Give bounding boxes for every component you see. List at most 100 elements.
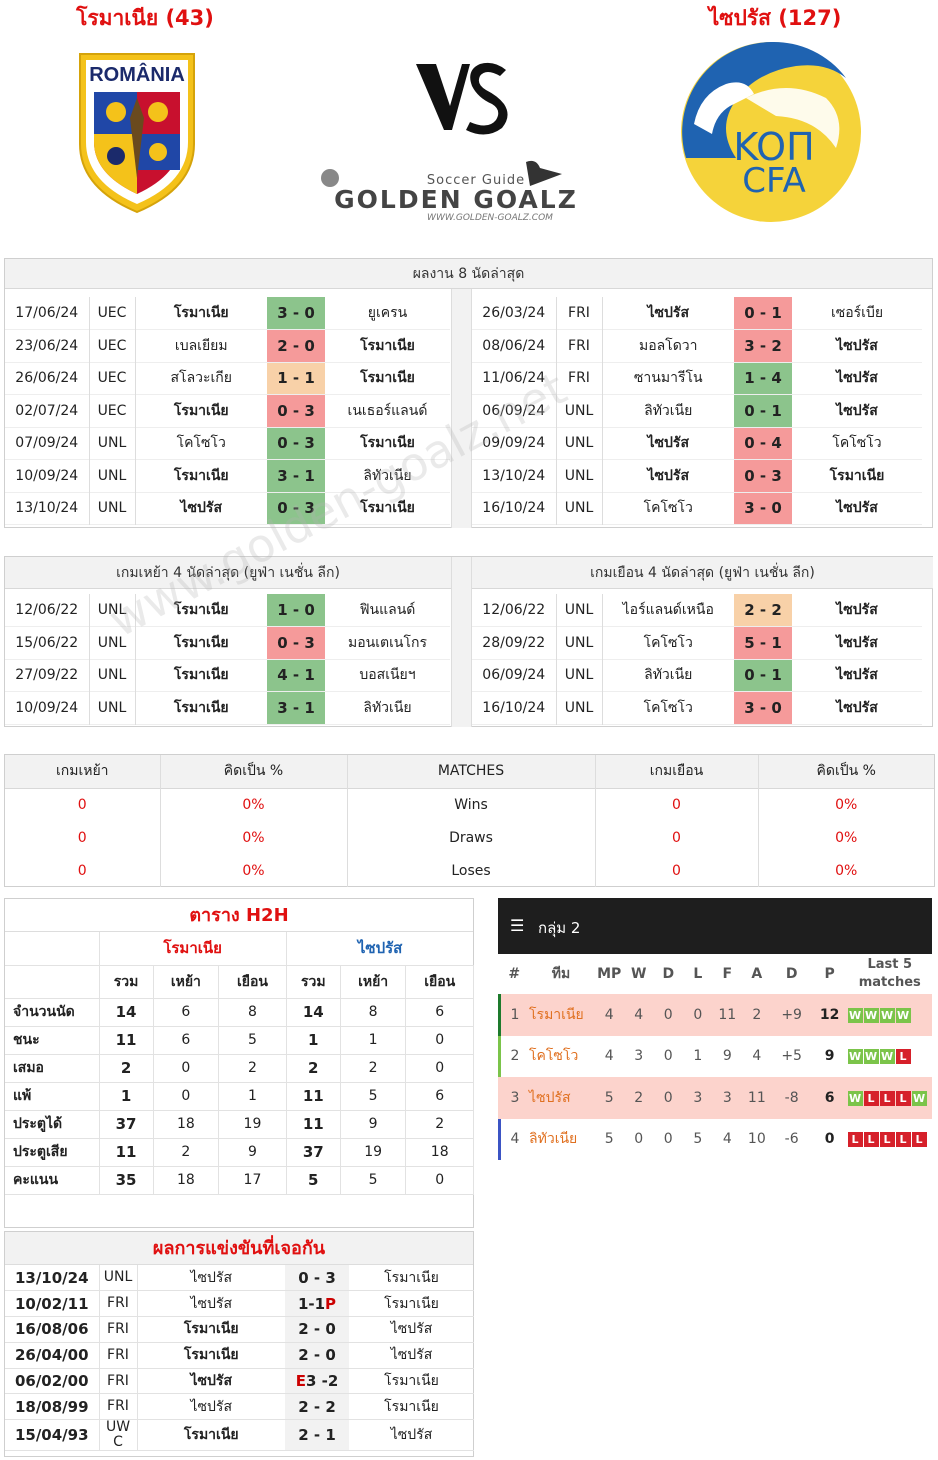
group-team[interactable]: ลิทัวเนีย xyxy=(529,1131,578,1148)
match-row[interactable]: 06/09/24 UNL ลิทัวเนีย 0 - 1 ไซปรัส xyxy=(472,659,922,692)
away-team: ไซปรัส xyxy=(836,699,878,716)
h2h-value: 11 xyxy=(286,1110,341,1139)
home-count: 0 xyxy=(5,788,161,821)
brand-url: WWW.GOLDEN-GOALZ.COM xyxy=(427,213,553,223)
match-row[interactable]: 27/09/22 UNL โรมาเนีย 4 - 1 บอสเนียฯ xyxy=(5,659,450,692)
match-date: 12/06/22 xyxy=(5,594,90,627)
match-date: 02/07/24 xyxy=(5,394,90,427)
group-mp: 4 xyxy=(604,1048,614,1065)
match-row[interactable]: 23/06/24 UEC เบลเยียม 2 - 0 โรมาเนีย xyxy=(5,329,450,362)
match-score: 3 - 1 xyxy=(267,459,325,492)
group-row[interactable]: 1 โรมาเนีย 4 4 0 0 11 2 +9 12 W W W W xyxy=(498,994,932,1036)
away-pct: 0% xyxy=(835,862,858,879)
last4-home-title: เกมเหย้า 4 นัดล่าสุด (ยูฟ่า เนชั่น ลีก) xyxy=(5,557,451,589)
group-w: 4 xyxy=(634,1006,644,1023)
group-col-header: Last 5 matches xyxy=(858,957,921,990)
match-row[interactable]: 28/09/22 UNL โคโซโว 5 - 1 ไซปรัส xyxy=(472,626,922,659)
h2h-result-row[interactable]: 18/08/99 FRI ไซปรัส 2 - 2 โรมาเนีย xyxy=(5,1393,474,1421)
form-badge: L xyxy=(911,1132,927,1148)
match-score: 0 - 3 xyxy=(267,427,325,460)
group-col-header: P xyxy=(824,966,835,982)
away-team: ยูเครน xyxy=(367,305,408,321)
match-row[interactable]: 08/06/24 FRI มอลโดวา 3 - 2 ไซปรัส xyxy=(472,329,922,362)
home-team: ซานมารีโน xyxy=(633,370,703,387)
h2h-value: 37 xyxy=(286,1138,341,1167)
match-date: 10/09/24 xyxy=(5,459,90,492)
h2h-value: 14 xyxy=(286,998,341,1027)
group-team[interactable]: โคโซโว xyxy=(529,1048,579,1065)
home-count: 0 xyxy=(5,821,161,854)
h2h-value: 14 xyxy=(99,998,154,1027)
h2h-value: 6 xyxy=(153,1026,220,1055)
match-row[interactable]: 02/07/24 UEC โรมาเนีย 0 - 3 เนเธอร์แลนด์ xyxy=(5,394,450,427)
h2h-value: 11 xyxy=(99,1138,154,1167)
menu-icon[interactable]: ☰ xyxy=(510,916,525,935)
result-away-team: ไซปรัส xyxy=(349,1316,474,1343)
match-row[interactable]: 26/06/24 UEC สโลวะเกีย 1 - 1 โรมาเนีย xyxy=(5,362,450,395)
result-date: 16/08/06 xyxy=(5,1316,100,1343)
h2h-result-row[interactable]: 16/08/06 FRI โรมาเนีย 2 - 0 ไซปรัส xyxy=(5,1316,474,1343)
match-row[interactable]: 12/06/22 UNL โรมาเนีย 1 - 0 ฟินแลนด์ xyxy=(5,594,450,627)
group-f: 4 xyxy=(722,1131,732,1148)
h2h-result-row[interactable]: 10/02/11 FRI ไซปรัส 1-1P โรมาเนีย xyxy=(5,1290,474,1318)
away-pct: 0% xyxy=(835,829,858,846)
h2h-result-row[interactable]: 26/04/00 FRI โรมาเนีย 2 - 0 ไซปรัส xyxy=(5,1342,474,1369)
result-away-team: ไซปรัส xyxy=(349,1342,474,1369)
match-row[interactable]: 15/06/22 UNL โรมาเนีย 0 - 3 มอนเตเนโกร xyxy=(5,626,450,659)
away-team: ไซปรัส xyxy=(836,370,878,387)
summary-row: 0 0% Draws 0 0% xyxy=(5,821,934,854)
h2h-value: 9 xyxy=(340,1110,407,1139)
away-team: ไซปรัส xyxy=(836,337,878,354)
form-badge: W xyxy=(847,1090,863,1106)
last4-away-table: 12/06/22 UNL ไอร์แลนด์เหนือ 2 - 2 ไซปรัส 28/0… xyxy=(472,594,922,725)
form-badge: L xyxy=(863,1132,879,1148)
result-competition: FRI xyxy=(99,1393,138,1421)
match-row[interactable]: 06/09/24 UNL ลิทัวเนีย 0 - 1 ไซปรัส xyxy=(472,394,922,427)
group-row[interactable]: 3 ไซปรัส 5 2 0 3 3 11 -8 6 W L L L W xyxy=(498,1077,932,1119)
match-row[interactable]: 12/06/22 UNL ไอร์แลนด์เหนือ 2 - 2 ไซปรัส xyxy=(472,594,922,627)
match-date: 15/06/22 xyxy=(5,626,90,659)
brand-name: GOLDEN GOALZ xyxy=(334,185,578,214)
h2h-value: 35 xyxy=(99,1166,154,1195)
group-row[interactable]: 2 โคโซโว 4 3 0 1 9 4 +5 9 W W W L xyxy=(498,1035,932,1077)
match-row[interactable]: 10/09/24 UNL โรมาเนีย 3 - 1 ลิทัวเนีย xyxy=(5,691,450,724)
match-competition: FRI xyxy=(556,297,603,330)
h2h-result-row[interactable]: 06/02/00 FRI ไซปรัส E3 -2 โรมาเนีย xyxy=(5,1368,474,1395)
match-row[interactable]: 17/06/24 UEC โรมาเนีย 3 - 0 ยูเครน xyxy=(5,297,450,330)
group-mp: 5 xyxy=(604,1131,614,1148)
match-competition: UNL xyxy=(89,427,136,460)
match-row[interactable]: 07/09/24 UNL โคโซโว 0 - 3 โรมาเนีย xyxy=(5,427,450,460)
match-row[interactable]: 11/06/24 FRI ซานมารีโน 1 - 4 ไซปรัส xyxy=(472,362,922,395)
form-badge: L xyxy=(879,1090,895,1106)
group-f: 11 xyxy=(718,1006,737,1023)
match-row[interactable]: 09/09/24 UNL ไซปรัส 0 - 4 โคโซโว xyxy=(472,427,922,460)
home-pct: 0% xyxy=(160,788,348,821)
match-row[interactable]: 10/09/24 UNL โรมาเนีย 3 - 1 ลิทัวเนีย xyxy=(5,459,450,492)
match-score: 2 - 2 xyxy=(734,594,792,627)
h2h-row-label: จำนวนนัด xyxy=(5,998,100,1027)
match-row[interactable]: 16/10/24 UNL โคโซโว 3 - 0 ไซปรัส xyxy=(472,492,922,525)
summary-row: 0 0% Wins 0 0% xyxy=(5,788,934,821)
summary-label: Draws xyxy=(347,821,596,854)
result-score: E3 -2 xyxy=(285,1368,349,1395)
h2h-value: 19 xyxy=(218,1110,287,1139)
away-team: โรมาเนีย xyxy=(360,337,415,354)
group-team[interactable]: โรมาเนีย xyxy=(529,1006,584,1023)
match-date: 12/06/22 xyxy=(472,594,557,627)
match-score: 0 - 3 xyxy=(267,626,325,659)
match-date: 13/10/24 xyxy=(472,459,557,492)
h2h-result-row[interactable]: 15/04/93 UW C โรมาเนีย 2 - 1 ไซปรัส xyxy=(5,1419,474,1452)
score-prefix: E xyxy=(295,1372,306,1391)
match-row[interactable]: 13/10/24 UNL ไซปรัส 0 - 3 โรมาเนีย xyxy=(472,459,922,492)
match-row[interactable]: 13/10/24 UNL ไซปรัส 0 - 3 โรมาเนีย xyxy=(5,492,450,525)
match-row[interactable]: 26/03/24 FRI ไซปรัส 0 - 1 เซอร์เบีย xyxy=(472,297,922,330)
group-row[interactable]: 4 ลิทัวเนีย 5 0 0 5 4 10 -6 0 L L L L L xyxy=(498,1118,932,1160)
h2h-value: 5 xyxy=(286,1166,341,1195)
last8-away-table: 26/03/24 FRI ไซปรัส 0 - 1 เซอร์เบีย 08/06/24 F… xyxy=(472,297,922,525)
match-competition: UNL xyxy=(556,659,603,692)
h2h-result-row[interactable]: 13/10/24 UNL ไซปรัส 0 - 3 โรมาเนีย xyxy=(5,1265,474,1292)
home-team: ไซปรัส xyxy=(647,435,690,452)
match-competition: UEC xyxy=(89,362,136,395)
match-row[interactable]: 16/10/24 UNL โคโซโว 3 - 0 ไซปรัส xyxy=(472,691,922,724)
group-team[interactable]: ไซปรัส xyxy=(529,1089,571,1106)
